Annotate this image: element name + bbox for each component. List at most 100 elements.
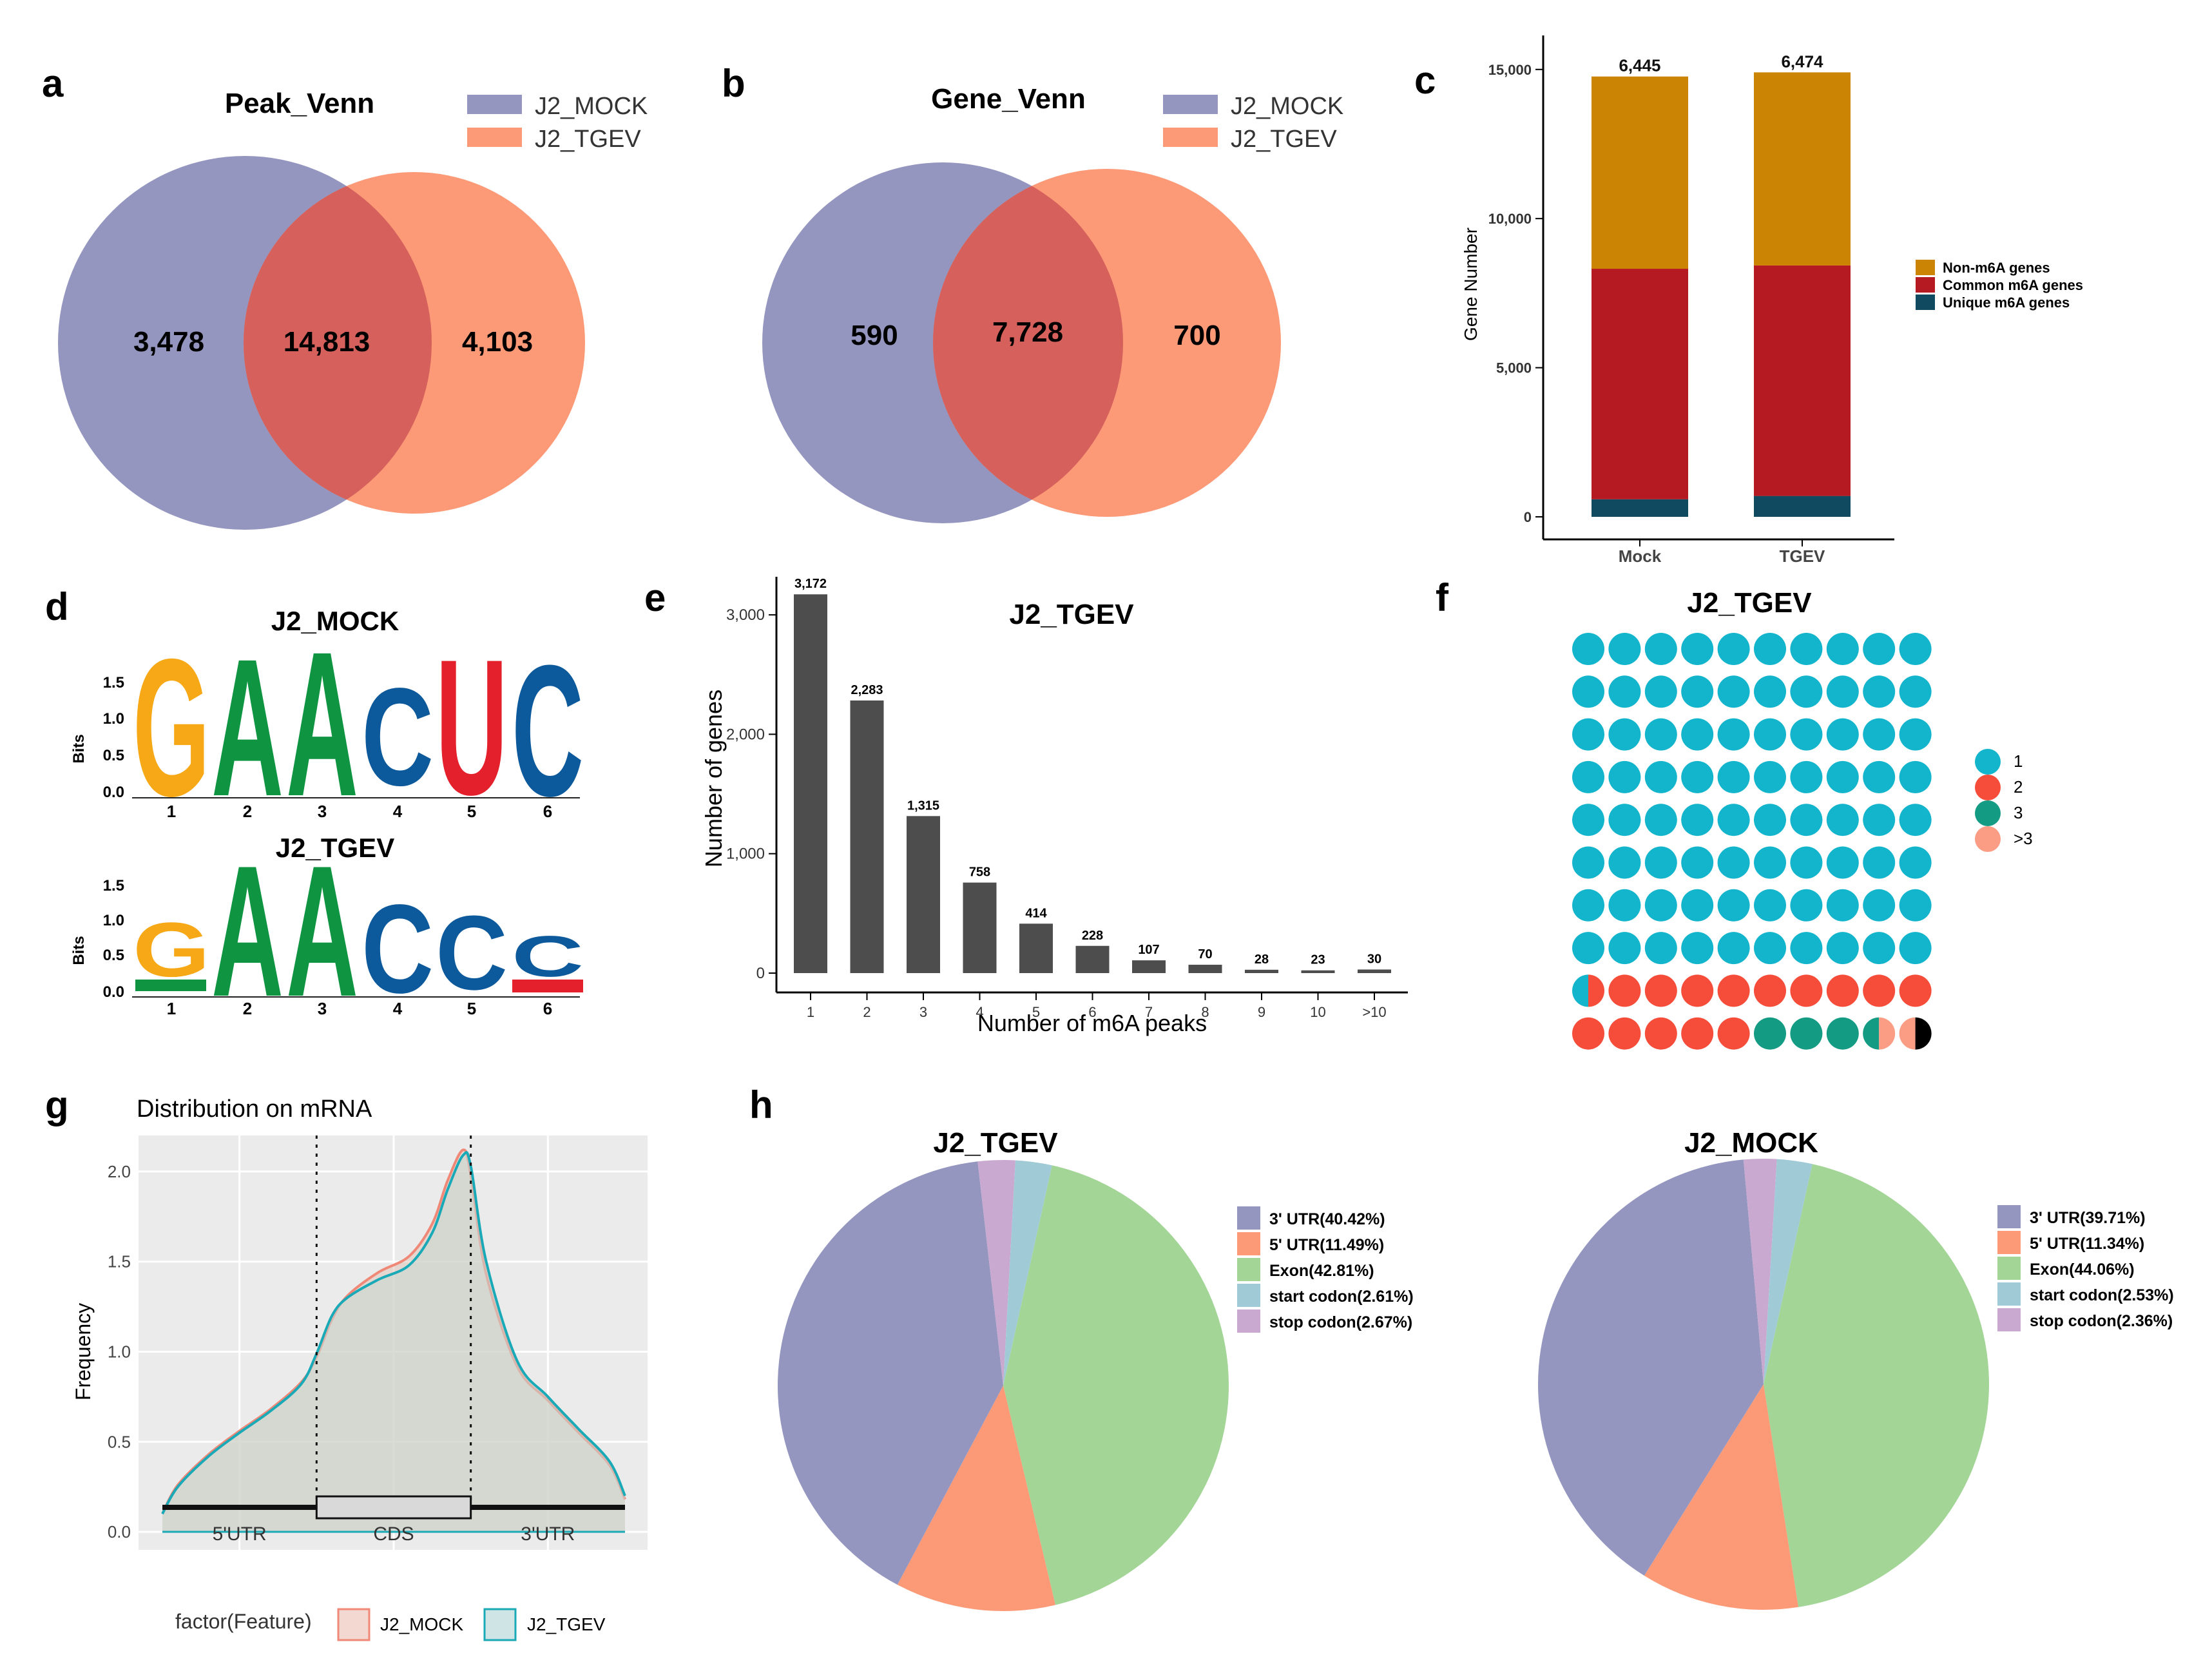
g-legend-title: factor(Feature) [175,1610,312,1633]
g-region-label: CDS [373,1523,414,1545]
e-bar-data-label: 2,283 [851,683,883,697]
waffle-legend-label: 3 [2014,803,2023,822]
logo-tgev-ylabel: Bits [70,936,88,965]
logo-mock-letter: C [361,660,434,815]
waffle-cell [1572,718,1604,751]
waffle-cell [1681,1017,1714,1050]
waffle-cell [1899,804,1932,836]
e-bar-data-label: 30 [1367,952,1381,966]
c-bar-segment [1754,496,1851,517]
e-bar-data-label: 23 [1311,953,1325,967]
logo-tgev-letter: C [436,893,508,1012]
waffle-cell [1754,1017,1786,1050]
h-pie-slice [777,1161,1003,1585]
waffle-cell [1826,718,1859,751]
logo-mock-letter: U [436,619,508,835]
mrna-distribution-chart: Distribution on mRNA 0.0 0.5 1.0 1.5 2.0 Frequ… [72,1096,648,1641]
logo-mock-position: 5 [467,802,476,821]
waffle-cell [1644,675,1677,708]
logo-mock-position: 4 [393,802,403,821]
motif-logo-tgev: J2_TGEV Bits 1.5 1.0 0.5 0.0 G A A C C C… [70,827,584,1036]
c-bar-data-label: 6,445 [1619,56,1660,75]
e-bar-data-label: 1,315 [907,798,939,813]
waffle-cell [1790,760,1823,793]
waffle-cell [1644,889,1677,922]
waffle-cell [1681,718,1714,751]
logo-tgev-position: 2 [243,999,252,1018]
e-bar [794,594,827,973]
e-x-tick-label: 6 [1088,1004,1096,1020]
waffle-cell [1754,889,1786,922]
logo-mock-ytick: 1.5 [103,674,124,691]
waffle-cell [1790,1017,1823,1050]
logo-mock-position: 3 [318,802,327,821]
g-y-axis-label: Frequency [72,1303,95,1400]
h-pie-title: J2_TGEV [933,1127,1058,1159]
waffle-legend-label: >3 [2014,829,2033,848]
waffle-cell [1644,1017,1677,1050]
logo-tgev-ytick: 0.5 [103,947,124,964]
waffle-cell [1681,889,1714,922]
h-legend-label: 5' UTR(11.34%) [2030,1235,2144,1253]
venn-b-left-value: 590 [851,320,898,351]
c-y-axis-label: Gene Number [1461,227,1481,341]
logo-tgev-position: 6 [543,999,552,1018]
panel-b-title: Gene_Venn [931,83,1086,115]
waffle-cell [1826,633,1859,665]
venn-b-overlap [933,169,1123,517]
waffle-cell [1572,889,1604,922]
waffle-cell-right-half [1879,1017,1896,1050]
c-bar-segment [1592,499,1688,517]
g-y-tick-label: 0.0 [108,1522,131,1541]
waffle-cell [1863,760,1896,793]
waffle-cell [1572,846,1604,879]
logo-tgev-base-strip [512,980,583,992]
logo-tgev-letter: C [512,924,584,989]
h-legend-swatch [1997,1231,2021,1254]
h-legend-label: start codon(2.53%) [2030,1286,2174,1304]
e-x-tick-label: 7 [1145,1004,1153,1020]
panel-b-letter: b [722,62,745,105]
c-legend-label: Unique m6A genes [1943,295,2070,311]
h-legend-label: Exon(44.06%) [2030,1261,2135,1279]
g-region-label: 3'UTR [521,1523,575,1545]
waffle-cell [1572,633,1604,665]
h-legend-swatch [1237,1309,1260,1333]
waffle-cell [1754,760,1786,793]
panel-f-title: J2_TGEV [1687,587,1812,619]
waffle-cell-right-half [1915,1017,1932,1050]
waffle-cell [1608,1017,1641,1050]
waffle-cell [1863,718,1896,751]
h-pie-title: J2_MOCK [1684,1127,1818,1159]
venn-a-legend-mock-swatch [467,95,522,114]
c-legend-label: Common m6A genes [1943,277,2083,293]
venn-a-overlap-value: 14,813 [284,326,370,358]
h-pie-slice [897,1386,1056,1611]
e-x-tick-label: 10 [1310,1004,1325,1020]
h-pie-slice [1538,1159,1764,1576]
c-x-tick-label: Mock [1619,546,1662,566]
c-bar-segment [1754,265,1851,496]
g-legend-label: J2_MOCK [380,1614,463,1634]
venn-a-left-value: 3,478 [133,326,204,358]
waffle-cell [1608,760,1641,793]
panel-f-letter: f [1436,576,1449,619]
h-legend-label: Exon(42.81%) [1269,1262,1374,1280]
panel-e-letter: e [644,576,666,619]
c-y-tick-label: 5,000 [1496,360,1532,376]
panel-a: a Peak_Venn J2_MOCK J2_TGEV 3,478 14,813… [42,62,648,530]
waffle-cell [1899,932,1932,965]
e-bar-data-label: 28 [1255,952,1269,967]
waffle-cell [1681,675,1714,708]
waffle-cell [1572,932,1604,965]
e-bar-data-label: 107 [1138,943,1159,957]
h-pie-slice [1644,1384,1799,1610]
waffle-cell-left-half [1899,1017,1916,1050]
logo-tgev-ytick: 1.0 [103,912,124,929]
g-cds-box [315,1495,472,1520]
e-bar [1245,969,1278,973]
waffle-cell-left-half [1572,974,1588,1007]
waffle-cell [1681,932,1714,965]
logo-mock-ylabel: Bits [70,734,88,763]
